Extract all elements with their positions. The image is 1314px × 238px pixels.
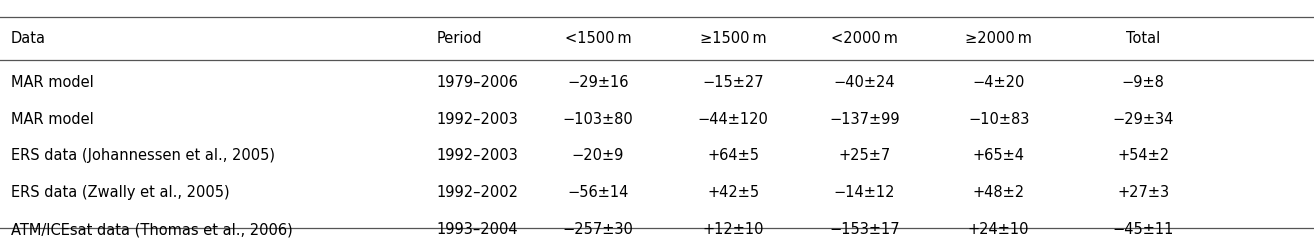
Text: −44±120: −44±120	[698, 111, 769, 127]
Text: −14±12: −14±12	[834, 185, 895, 200]
Text: ATM/ICEsat data (Thomas et al., 2006): ATM/ICEsat data (Thomas et al., 2006)	[11, 222, 292, 237]
Text: Period: Period	[436, 30, 482, 46]
Text: −103±80: −103±80	[562, 111, 633, 127]
Text: Total: Total	[1126, 30, 1160, 46]
Text: +25±7: +25±7	[838, 148, 891, 164]
Text: +64±5: +64±5	[707, 148, 759, 164]
Text: <1500 m: <1500 m	[565, 30, 631, 46]
Text: −257±30: −257±30	[562, 222, 633, 237]
Text: −153±17: −153±17	[829, 222, 900, 237]
Text: 1992–2003: 1992–2003	[436, 148, 518, 164]
Text: −137±99: −137±99	[829, 111, 900, 127]
Text: +12±10: +12±10	[703, 222, 763, 237]
Text: 1992–2003: 1992–2003	[436, 111, 518, 127]
Text: +42±5: +42±5	[707, 185, 759, 200]
Text: −29±34: −29±34	[1113, 111, 1173, 127]
Text: 1993–2004: 1993–2004	[436, 222, 518, 237]
Text: +24±10: +24±10	[968, 222, 1029, 237]
Text: −56±14: −56±14	[568, 185, 628, 200]
Text: −45±11: −45±11	[1113, 222, 1173, 237]
Text: 1992–2002: 1992–2002	[436, 185, 518, 200]
Text: +54±2: +54±2	[1117, 148, 1169, 164]
Text: 1979–2006: 1979–2006	[436, 74, 518, 90]
Text: +48±2: +48±2	[972, 185, 1025, 200]
Text: −29±16: −29±16	[568, 74, 628, 90]
Text: Data: Data	[11, 30, 46, 46]
Text: MAR model: MAR model	[11, 74, 93, 90]
Text: −15±27: −15±27	[703, 74, 763, 90]
Text: ≥2000 m: ≥2000 m	[966, 30, 1031, 46]
Text: <2000 m: <2000 m	[832, 30, 897, 46]
Text: +27±3: +27±3	[1117, 185, 1169, 200]
Text: −10±83: −10±83	[968, 111, 1029, 127]
Text: +65±4: +65±4	[972, 148, 1025, 164]
Text: MAR model: MAR model	[11, 111, 93, 127]
Text: −4±20: −4±20	[972, 74, 1025, 90]
Text: ERS data (Zwally et al., 2005): ERS data (Zwally et al., 2005)	[11, 185, 229, 200]
Text: −9±8: −9±8	[1122, 74, 1164, 90]
Text: −20±9: −20±9	[572, 148, 624, 164]
Text: ≥1500 m: ≥1500 m	[700, 30, 766, 46]
Text: ERS data (Johannessen et al., 2005): ERS data (Johannessen et al., 2005)	[11, 148, 275, 164]
Text: −40±24: −40±24	[834, 74, 895, 90]
